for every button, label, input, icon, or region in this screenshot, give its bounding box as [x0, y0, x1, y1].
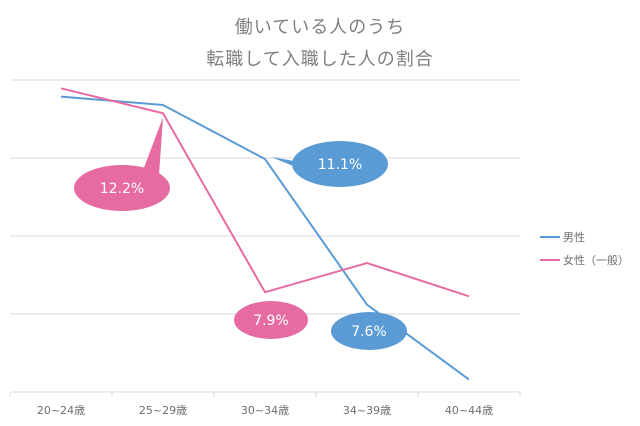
callout-bubble-3 — [331, 312, 407, 350]
chart-title-line1: 働いている人のうち — [234, 17, 406, 38]
legend-item-male: 男性 — [540, 229, 585, 245]
callout-label-0: 12.2% — [100, 181, 144, 197]
chart-title-line2: 転職して入職した人の割合 — [206, 49, 434, 70]
callout-label-3: 7.6% — [351, 324, 387, 340]
legend-item-female: 女性（一般） — [540, 252, 629, 268]
x-tick-label-4: 40~44歳 — [445, 404, 493, 417]
x-tick-label-1: 25~29歳 — [139, 404, 187, 417]
legend-label-male: 男性 — [563, 231, 585, 244]
callout-label-2: 7.9% — [253, 313, 289, 329]
x-tick-label-0: 20~24歳 — [37, 404, 85, 417]
x-tick-label-3: 34~39歳 — [343, 404, 391, 417]
callout-bubble-1 — [292, 141, 388, 187]
x-tick-label-2: 30~34歳 — [241, 404, 289, 417]
legend-swatch-male — [540, 236, 560, 238]
callout-label-1: 11.1% — [318, 157, 362, 173]
legend-label-female: 女性（一般） — [563, 254, 629, 267]
callout-bubble-0 — [74, 165, 170, 211]
callout-bubble-2 — [234, 301, 308, 339]
series-line-1 — [60, 87, 470, 298]
legend-swatch-female — [540, 259, 560, 261]
